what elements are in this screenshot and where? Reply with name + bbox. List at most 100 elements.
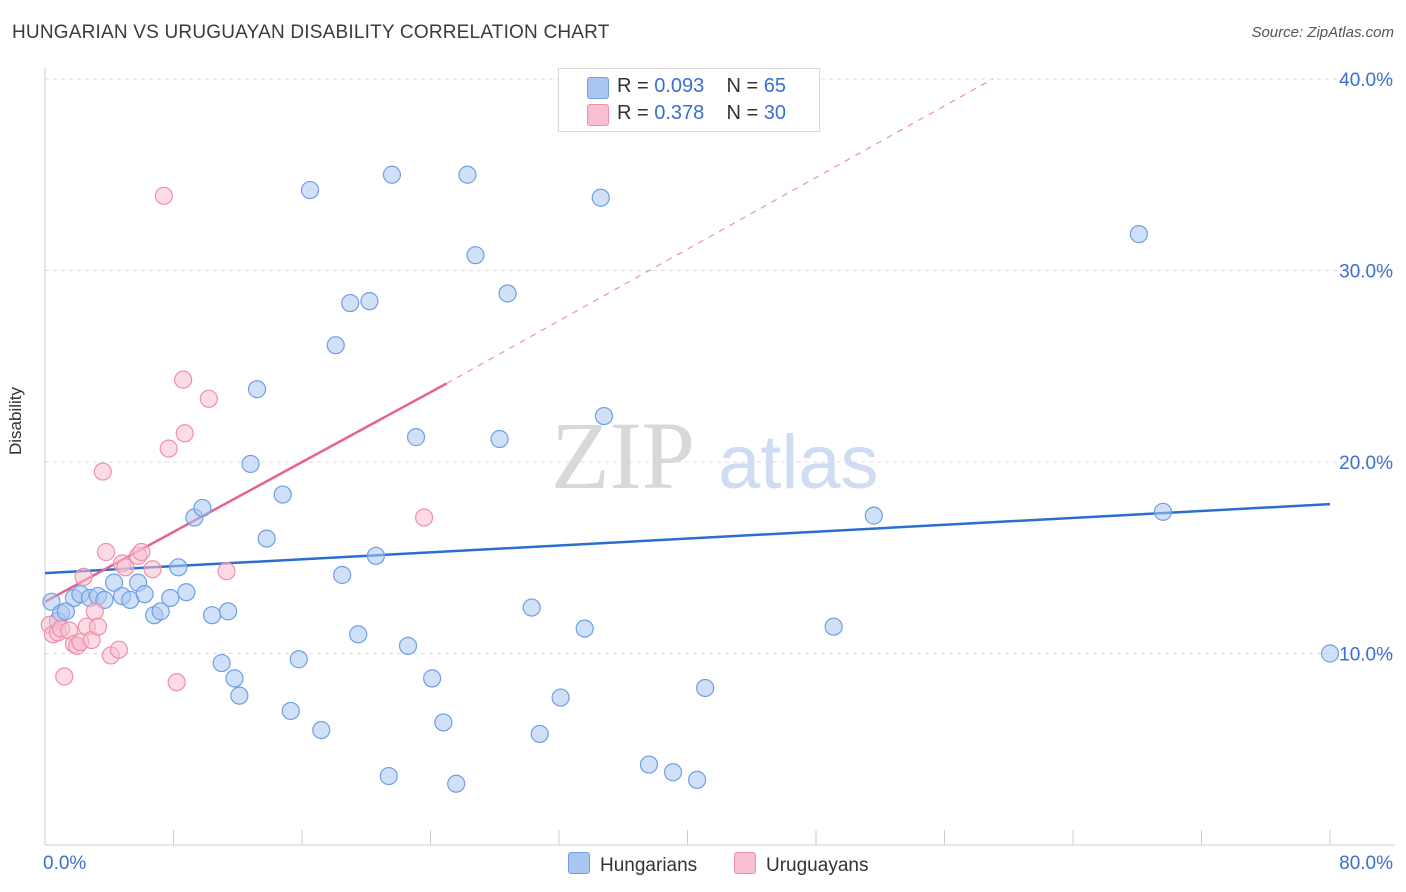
point-hungarians-25 bbox=[230, 686, 249, 705]
point-uruguayans-4 bbox=[55, 667, 74, 686]
legend-swatch-hungarians bbox=[587, 77, 609, 99]
data-points bbox=[40, 165, 1340, 793]
watermark: ZIP atlas bbox=[551, 402, 879, 509]
point-hungarians-34 bbox=[326, 336, 345, 355]
point-uruguayans-22 bbox=[143, 560, 162, 579]
point-hungarians-50 bbox=[498, 284, 517, 303]
point-hungarians-15 bbox=[151, 602, 170, 621]
point-hungarians-24 bbox=[225, 669, 244, 688]
point-uruguayans-25 bbox=[167, 673, 186, 692]
point-hungarians-46 bbox=[447, 774, 466, 793]
trend-lines bbox=[44, 78, 1331, 603]
chart-source: Source: ZipAtlas.com bbox=[1251, 24, 1394, 41]
trend-line-uruguayans bbox=[44, 382, 448, 603]
point-hungarians-58 bbox=[663, 763, 683, 782]
point-hungarians-20 bbox=[193, 498, 212, 518]
point-hungarians-17 bbox=[169, 558, 188, 577]
legend-item-hungarians[interactable]: Hungarians bbox=[568, 852, 697, 877]
legend-stats-hungarians: R = 0.093 N = 65 bbox=[617, 75, 787, 97]
point-hungarians-53 bbox=[551, 688, 570, 707]
axes bbox=[44, 68, 1395, 846]
point-hungarians-51 bbox=[522, 598, 541, 617]
y-tick-label-30: 30.0% bbox=[1339, 262, 1393, 283]
point-hungarians-23 bbox=[219, 602, 238, 621]
point-uruguayans-27 bbox=[175, 424, 194, 443]
point-hungarians-60 bbox=[696, 678, 715, 698]
point-hungarians-32 bbox=[300, 180, 320, 200]
legend-label-uruguayans: Uruguayans bbox=[766, 855, 869, 876]
watermark-zip: ZIP bbox=[551, 402, 695, 509]
point-hungarians-9 bbox=[104, 573, 124, 592]
point-uruguayans-30 bbox=[414, 508, 434, 527]
point-hungarians-59 bbox=[688, 770, 707, 789]
point-hungarians-56 bbox=[594, 406, 614, 426]
point-hungarians-57 bbox=[639, 755, 659, 774]
point-hungarians-52 bbox=[530, 724, 549, 744]
y-tick-label-20: 20.0% bbox=[1339, 453, 1393, 474]
point-uruguayans-9 bbox=[74, 567, 93, 587]
trend-extension-uruguayans bbox=[446, 78, 993, 385]
point-hungarians-65 bbox=[1320, 644, 1340, 663]
point-uruguayans-17 bbox=[109, 640, 128, 659]
point-hungarians-39 bbox=[366, 546, 385, 565]
y-tick-label-40: 40.0% bbox=[1339, 70, 1393, 91]
correlation-legend: R = 0.093 N = 65 R = 0.378 N = 30 bbox=[558, 68, 820, 132]
point-hungarians-28 bbox=[257, 529, 276, 548]
point-hungarians-63 bbox=[1129, 225, 1148, 244]
legend-swatch-uruguayans-bottom bbox=[734, 852, 756, 874]
point-hungarians-62 bbox=[864, 506, 883, 525]
point-hungarians-64 bbox=[1153, 502, 1173, 521]
point-uruguayans-28 bbox=[199, 389, 218, 408]
point-hungarians-44 bbox=[423, 669, 442, 688]
point-hungarians-3 bbox=[56, 602, 75, 621]
legend-item-uruguayans[interactable]: Uruguayans bbox=[734, 852, 868, 877]
point-hungarians-18 bbox=[177, 583, 196, 602]
watermark-atlas: atlas bbox=[718, 420, 879, 505]
point-uruguayans-13 bbox=[88, 617, 108, 636]
point-hungarians-48 bbox=[466, 246, 485, 265]
tick-labels: 10.0% 20.0% 30.0% 40.0% 0.0% 80.0% bbox=[43, 70, 1393, 874]
legend-label-hungarians: Hungarians bbox=[600, 855, 698, 876]
point-hungarians-40 bbox=[379, 766, 398, 786]
point-hungarians-21 bbox=[202, 606, 222, 625]
point-uruguayans-23 bbox=[154, 186, 173, 205]
point-hungarians-13 bbox=[135, 585, 154, 604]
chart-title: HUNGARIAN VS URUGUAYAN DISABILITY CORREL… bbox=[12, 22, 610, 43]
point-hungarians-27 bbox=[247, 380, 267, 399]
point-hungarians-38 bbox=[360, 292, 379, 311]
point-uruguayans-21 bbox=[132, 542, 151, 562]
point-uruguayans-14 bbox=[93, 462, 112, 481]
point-hungarians-47 bbox=[458, 165, 477, 184]
point-uruguayans-15 bbox=[96, 542, 116, 562]
point-hungarians-16 bbox=[161, 588, 180, 608]
point-hungarians-22 bbox=[212, 653, 231, 673]
legend-swatch-uruguayans bbox=[587, 104, 609, 126]
point-hungarians-31 bbox=[289, 650, 308, 669]
point-hungarians-42 bbox=[398, 636, 418, 655]
y-tick-label-10: 10.0% bbox=[1339, 645, 1393, 666]
point-uruguayans-19 bbox=[116, 558, 135, 577]
trend-line-hungarians bbox=[44, 502, 1331, 575]
point-uruguayans-26 bbox=[174, 370, 193, 389]
point-hungarians-43 bbox=[406, 428, 426, 447]
legend-stats-uruguayans: R = 0.378 N = 30 bbox=[617, 102, 787, 124]
point-hungarians-29 bbox=[273, 485, 292, 504]
point-uruguayans-12 bbox=[85, 602, 104, 621]
point-hungarians-49 bbox=[490, 429, 509, 449]
x-tick-label-min: 0.0% bbox=[43, 853, 86, 874]
point-hungarians-45 bbox=[434, 713, 453, 732]
point-uruguayans-29 bbox=[217, 562, 236, 581]
point-hungarians-36 bbox=[341, 293, 360, 313]
legend-swatch-hungarians-bottom bbox=[568, 852, 590, 874]
point-uruguayans-24 bbox=[159, 439, 178, 458]
grid-lines bbox=[45, 78, 1395, 654]
point-hungarians-41 bbox=[382, 165, 402, 184]
point-hungarians-26 bbox=[241, 454, 260, 474]
point-hungarians-37 bbox=[349, 625, 368, 644]
point-hungarians-61 bbox=[824, 617, 843, 636]
point-hungarians-30 bbox=[281, 701, 300, 721]
point-hungarians-35 bbox=[333, 565, 352, 585]
y-axis-label: Disability bbox=[6, 386, 25, 455]
point-hungarians-54 bbox=[575, 619, 594, 638]
